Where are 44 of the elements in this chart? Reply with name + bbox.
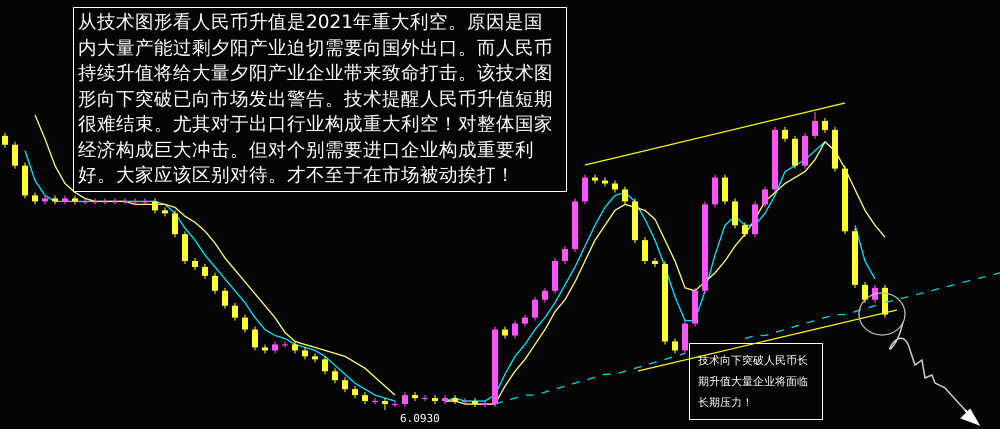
annotation: 技术向下突破人民币长期升值大量企业将面临长期压力！ [689, 343, 823, 420]
candlestick [152, 198, 158, 214]
candlestick [212, 272, 218, 294]
candlestick [642, 236, 648, 264]
candlestick [362, 392, 368, 405]
candlestick [812, 112, 818, 140]
candlestick [242, 314, 248, 334]
candlestick [862, 281, 868, 304]
candlestick [272, 340, 278, 354]
candlestick [292, 340, 298, 354]
candlestick [822, 117, 828, 134]
candlestick [512, 320, 518, 339]
candlestick [232, 302, 238, 322]
candlestick [2, 132, 8, 148]
candlestick [342, 376, 348, 393]
candlestick [542, 287, 548, 304]
candlestick [762, 186, 768, 208]
candlestick [202, 263, 208, 280]
candlestick [732, 198, 738, 229]
candlestick [522, 314, 528, 328]
candlestick [622, 186, 628, 205]
candlestick [352, 386, 358, 399]
candlestick [722, 174, 728, 205]
candlestick [382, 398, 388, 410]
annotation: 从技术图形看人民币升值是2021年重大利空。原因是国内大量产能过剩夕阳产业迫切需要向国外出口。而人民币持续升值将给大量夕阳产业企业带来致命打击。该技术图形向下突破已向市场发出警告。技术提醒人民币升值短期很难结束。尤其对于出口行业构成重大利空！对整体国家经济构成巨大冲击。但对个别需要进口企业构成重要利好。大家应该区别对待。才不至于在市场被动挨打！ [73, 7, 567, 192]
candlestick [192, 258, 198, 270]
candlestick [742, 222, 748, 238]
candlestick [32, 192, 38, 205]
candlestick [582, 174, 588, 205]
candlestick [782, 126, 788, 142]
candlestick [502, 326, 508, 339]
candlestick [252, 326, 258, 351]
candlestick [402, 392, 408, 408]
candlestick [222, 287, 228, 310]
candlestick [532, 296, 538, 322]
candlestick [322, 356, 328, 375]
candlestick [302, 346, 308, 360]
candlestick [612, 180, 618, 193]
candlestick [672, 338, 678, 354]
candlestick [332, 368, 338, 384]
candlestick [12, 141, 18, 170]
text: 6.0930 [399, 412, 441, 425]
candlestick [172, 210, 178, 238]
candlestick [562, 246, 568, 264]
